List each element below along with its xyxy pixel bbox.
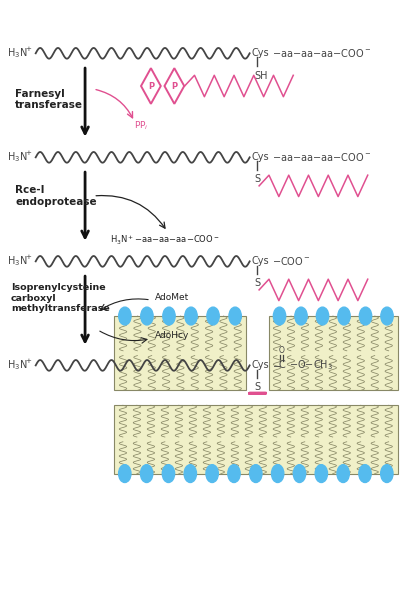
Circle shape [359,464,371,482]
Text: +: + [25,254,31,260]
Circle shape [163,307,175,325]
Circle shape [317,307,329,325]
Text: Cys: Cys [252,361,269,370]
Circle shape [271,464,284,482]
Text: H$_3$N: H$_3$N [7,151,28,164]
Text: H$_3$N: H$_3$N [7,46,28,60]
Text: Farnesyl
transferase: Farnesyl transferase [15,89,83,110]
Circle shape [381,464,393,482]
Circle shape [295,307,307,325]
Text: S: S [254,278,260,288]
Circle shape [119,307,131,325]
Circle shape [250,464,262,482]
Text: Cys: Cys [252,152,269,163]
Text: S: S [254,174,260,184]
Text: P: P [171,82,177,91]
Text: $-$O$-$CH$_3$: $-$O$-$CH$_3$ [289,358,333,372]
Text: S: S [254,382,260,392]
Circle shape [338,307,350,325]
Text: AdoMet: AdoMet [155,293,189,302]
Text: SH: SH [254,71,268,81]
Circle shape [381,307,393,325]
Circle shape [274,307,286,325]
Text: Cys: Cys [252,49,269,58]
Circle shape [162,464,175,482]
Text: AdoHcy: AdoHcy [155,331,189,340]
Circle shape [315,464,327,482]
Text: $-$COO$^-$: $-$COO$^-$ [272,256,311,268]
Text: $-$: $-$ [272,361,281,370]
Text: O: O [279,346,285,355]
Text: Isoprenylcysteine
carboxyl
methyltransferase: Isoprenylcysteine carboxyl methyltransfe… [11,283,110,313]
Text: +: + [25,149,31,155]
Circle shape [228,464,240,482]
Text: H$_3$N: H$_3$N [7,358,28,372]
Circle shape [337,464,349,482]
Text: +: + [25,358,31,364]
Circle shape [359,307,372,325]
Text: C: C [279,361,285,370]
Bar [114,316,246,391]
Text: Rce-I
endoprotease: Rce-I endoprotease [15,185,97,207]
Bar [269,316,398,391]
Circle shape [118,464,131,482]
Circle shape [206,464,219,482]
Text: $-$aa$-$aa$-$aa$-$COO$^-$: $-$aa$-$aa$-$aa$-$COO$^-$ [272,47,372,59]
Text: P: P [148,82,154,91]
Circle shape [141,464,153,482]
Circle shape [141,307,153,325]
Bar [114,405,398,473]
Text: $-$aa$-$aa$-$aa$-$COO$^-$: $-$aa$-$aa$-$aa$-$COO$^-$ [272,151,372,163]
Circle shape [184,464,196,482]
Text: PP$_i$: PP$_i$ [134,119,149,132]
Circle shape [293,464,306,482]
Text: H$_3$N: H$_3$N [7,254,28,268]
Text: Cys: Cys [252,256,269,266]
Circle shape [185,307,197,325]
Circle shape [229,307,241,325]
Text: H$_3$N$^+$$-$aa$-$aa$-$aa$-$COO$^-$: H$_3$N$^+$$-$aa$-$aa$-$aa$-$COO$^-$ [110,234,219,247]
Circle shape [207,307,219,325]
Text: +: + [25,46,31,52]
